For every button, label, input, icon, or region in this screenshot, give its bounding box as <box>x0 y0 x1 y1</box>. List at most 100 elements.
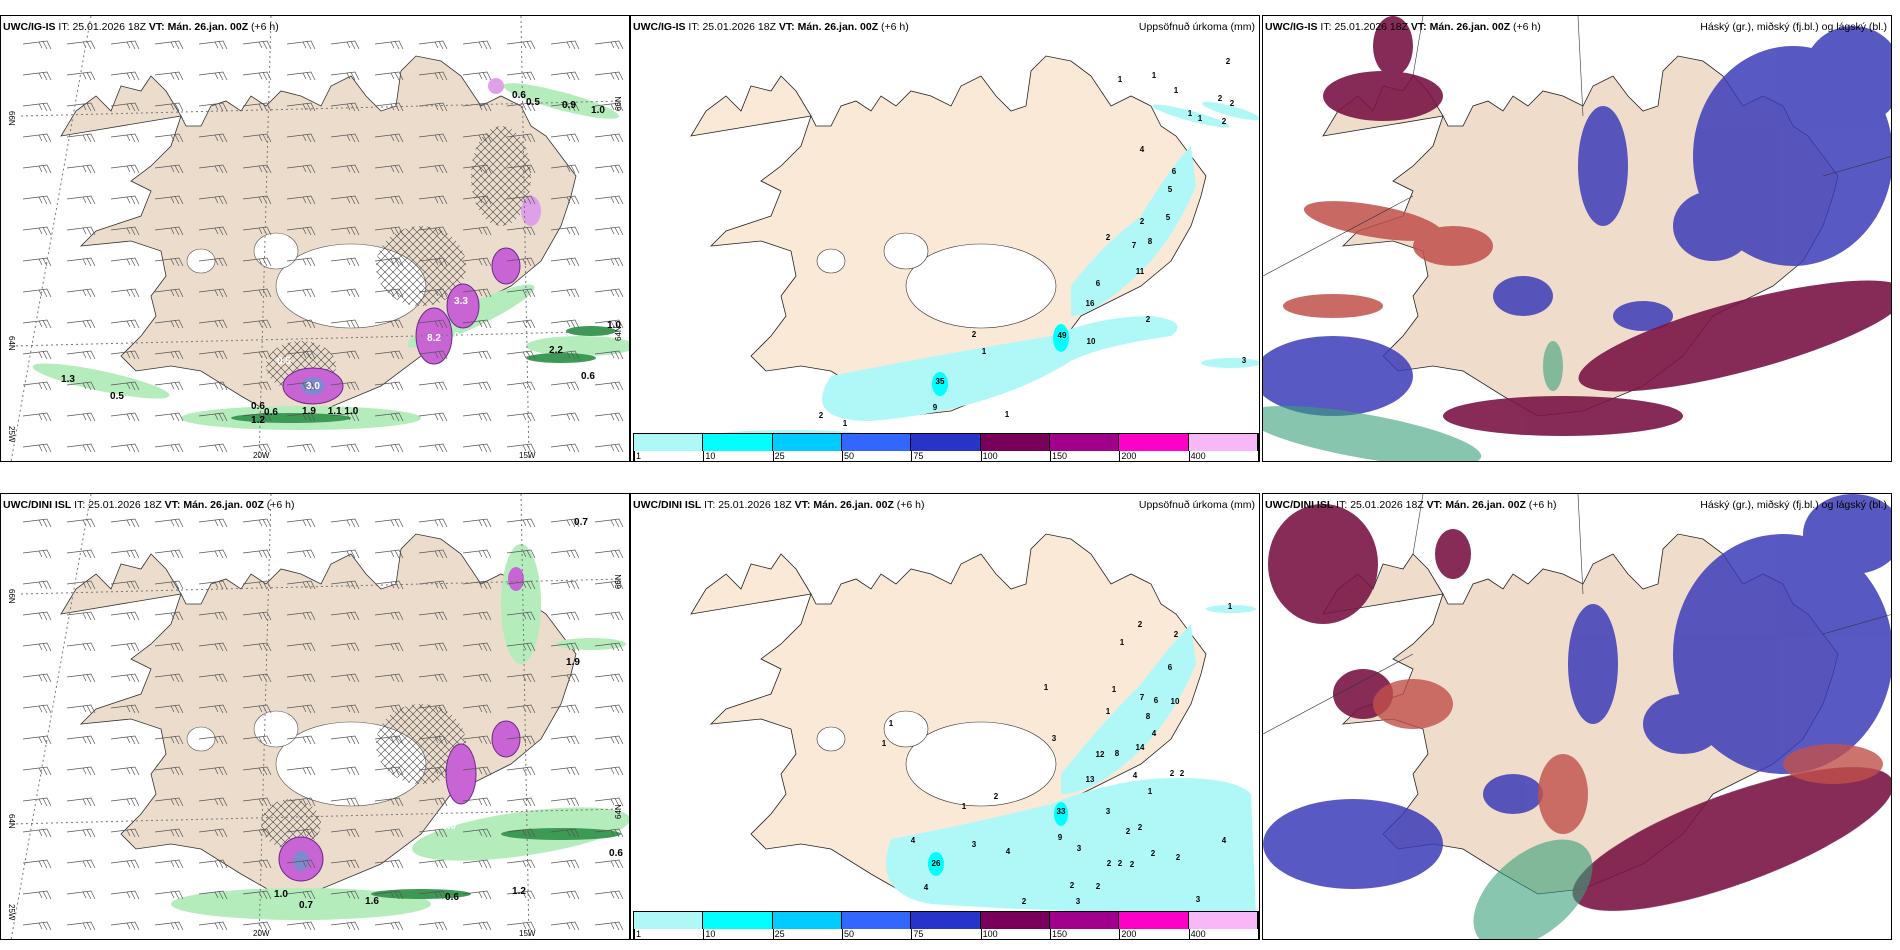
wind-barb <box>374 226 404 236</box>
precip-rate-label: 0.6 <box>512 90 526 101</box>
wind-barb <box>418 642 448 652</box>
wind-barb <box>550 40 580 50</box>
precip-value-label: 2 <box>1138 823 1143 832</box>
wind-barb <box>462 549 492 559</box>
lon-label-20w: 20W <box>253 451 270 460</box>
wind-barb <box>22 226 52 236</box>
wind-barb <box>594 443 624 453</box>
wind-barb <box>330 133 360 143</box>
wind-barb <box>286 921 316 931</box>
wind-barb <box>66 381 96 391</box>
precip-value-label: 4 <box>924 883 929 892</box>
it-label: IT: <box>1336 499 1348 511</box>
precip-value-label: 8 <box>1148 237 1153 246</box>
vt-label: VT: <box>794 499 811 511</box>
wind-barb <box>418 549 448 559</box>
lat-label-66n-right: 66N <box>614 96 623 111</box>
wind-barb <box>594 921 624 931</box>
wind-barb <box>330 580 360 590</box>
wind-barb <box>462 735 492 745</box>
wind-barb <box>198 102 228 112</box>
wind-barb <box>110 611 140 621</box>
wind-barb <box>242 40 272 50</box>
wind-barb <box>110 859 140 869</box>
wind-barb <box>154 518 184 528</box>
panel-header: UWC/IG-IS IT: 25.01.2026 18Z VT: Mán. 26… <box>633 21 909 33</box>
wind-barb <box>330 164 360 174</box>
wind-barb <box>506 257 536 267</box>
precip-value-label: 1 <box>1198 114 1203 123</box>
precip-value-label: 6 <box>1172 167 1177 176</box>
high-cloud <box>1263 341 1563 461</box>
graticule <box>10 16 622 461</box>
colorbar-swatch <box>980 434 1050 451</box>
wind-barb <box>462 673 492 683</box>
lat-label-64n-right: 64N <box>614 326 623 341</box>
wind-barb <box>110 704 140 714</box>
precip-value-label: 9 <box>933 403 938 412</box>
wind-barb <box>110 443 140 453</box>
precip-value-label: 1 <box>1152 71 1157 80</box>
init-time: 25.01.2026 18Z <box>702 21 776 33</box>
map-title: Háský (gr.), miðský (fj.bl.) og lágský (… <box>1700 21 1887 33</box>
wind-barb <box>594 518 624 528</box>
wind-barb <box>374 549 404 559</box>
valid-time: Mán. 26.jan. 00Z <box>797 21 879 33</box>
wind-barb <box>198 890 228 900</box>
colorbar-tick-label: 10 <box>703 451 716 461</box>
wind-barb <box>594 257 624 267</box>
wind-barb <box>506 890 536 900</box>
precip-value-label: 2 <box>972 330 977 339</box>
colorbar-tick-label: 100 <box>980 451 998 461</box>
precip-rate-label: 1.2 <box>251 415 265 426</box>
colorbar-tick-label: 50 <box>842 929 855 939</box>
precip-value-label: 2 <box>1146 315 1151 324</box>
wind-barb <box>66 828 96 838</box>
wind-barb <box>22 580 52 590</box>
precip-rate-label: 0.6 <box>609 848 623 859</box>
wind-barb <box>110 288 140 298</box>
wind-barb <box>418 257 448 267</box>
wind-barb <box>110 828 140 838</box>
wind-barb <box>286 828 316 838</box>
precip-value-label: 8 <box>1115 749 1120 758</box>
wind-barb <box>462 704 492 714</box>
wind-barb <box>198 40 228 50</box>
wind-barb <box>110 580 140 590</box>
precip-value-label: 12 <box>1096 750 1105 759</box>
precip-map-top: UWC/IG-IS IT: 25.01.2026 18Z VT: Mán. 26… <box>630 15 1260 462</box>
wind-barb <box>22 828 52 838</box>
wind-barb <box>110 921 140 931</box>
precip-value-label: 2 <box>1126 827 1131 836</box>
wind-barb <box>66 226 96 236</box>
hatch-areas <box>266 126 531 391</box>
precip-value-label: 2 <box>1230 99 1235 108</box>
wind-barb <box>286 319 316 329</box>
wind-barb <box>22 921 52 931</box>
wind-barb <box>594 859 624 869</box>
precip-rate-label: 1.0 <box>274 889 288 900</box>
precip-value-label: 1 <box>1044 683 1049 692</box>
wind-barb <box>198 443 228 453</box>
wind-barbs <box>22 518 624 931</box>
wind-barb <box>330 226 360 236</box>
wind-barb <box>506 195 536 205</box>
precip-value-label: 6 <box>1154 696 1159 705</box>
wind-barb <box>418 319 448 329</box>
wind-barb <box>154 350 184 360</box>
graticule <box>1263 16 1891 277</box>
colorbar-tick-label: 100 <box>980 929 998 939</box>
precip-rate-label: 1.6 <box>365 896 379 907</box>
precip-rate-label: 0.6 <box>445 892 459 903</box>
wind-barb <box>594 350 624 360</box>
wind-barb <box>418 766 448 776</box>
wind-barb <box>506 766 536 776</box>
wind-barb <box>418 443 448 453</box>
wind-barb <box>242 319 272 329</box>
wind-barb <box>330 859 360 869</box>
vt-label: VT: <box>148 21 165 33</box>
wind-barb <box>22 518 52 528</box>
precip-value-label: 2 <box>1107 859 1112 868</box>
wind-barb <box>198 350 228 360</box>
